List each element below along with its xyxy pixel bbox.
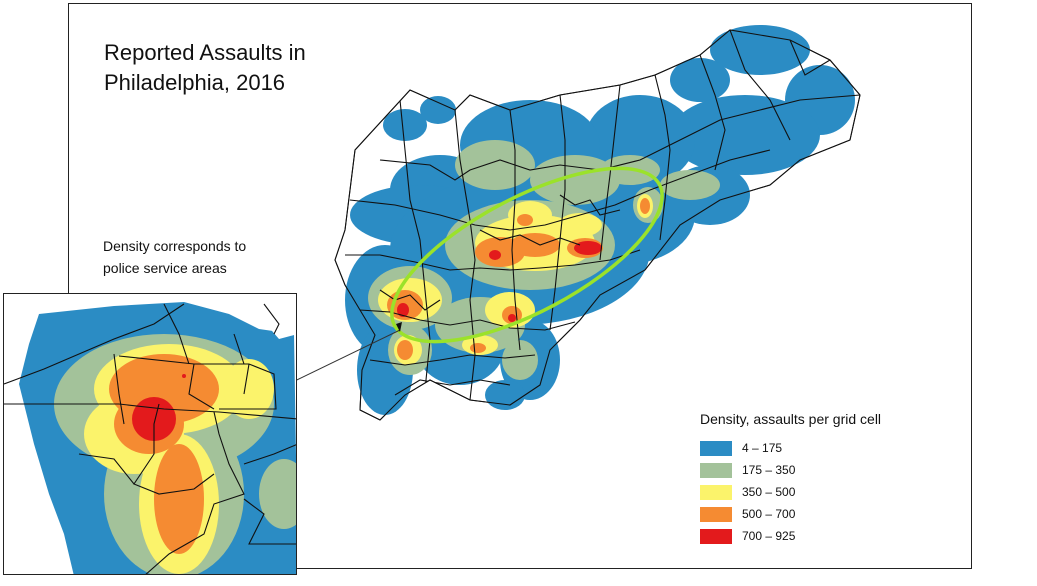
legend-label: 4 – 175 (742, 441, 783, 455)
legend-swatch (700, 440, 732, 456)
legend-item: 350 – 500 (700, 481, 881, 503)
inset-note: Density corresponds to police service ar… (103, 235, 323, 279)
legend-item: 500 – 700 (700, 503, 881, 525)
legend-swatch (700, 528, 732, 544)
legend-label: 350 – 500 (742, 485, 796, 499)
legend-item: 175 – 350 (700, 459, 881, 481)
legend-item: 4 – 175 (700, 437, 881, 459)
legend-label: 500 – 700 (742, 507, 796, 521)
map-title-line1: Reported Assaults in (104, 40, 306, 65)
inset-density-map (4, 294, 296, 574)
inset-note-line1: Density corresponds to (103, 238, 247, 254)
inset-zoom-map (3, 293, 297, 575)
map-title: Reported Assaults in Philadelphia, 2016 (104, 38, 404, 98)
legend-swatch (700, 484, 732, 500)
inset-boundaries (4, 303, 296, 574)
legend-swatch (700, 462, 732, 478)
inset-white-gap (234, 294, 296, 339)
legend-item: 700 – 925 (700, 525, 881, 547)
inset-pointer-marker (396, 322, 402, 332)
map-title-line2: Philadelphia, 2016 (104, 70, 286, 95)
legend-swatch (700, 506, 732, 522)
highlight-corridor-ellipse (390, 166, 664, 344)
inset-class-5 (132, 374, 186, 441)
legend: Density, assaults per grid cell 4 – 175 … (700, 411, 881, 547)
density-class-5 (397, 241, 602, 322)
legend-label: 700 – 925 (742, 529, 796, 543)
inset-note-line2: police service areas (103, 260, 227, 276)
legend-title: Density, assaults per grid cell (700, 411, 882, 427)
legend-label: 175 – 350 (742, 463, 796, 477)
police-service-area-boundaries (345, 30, 860, 401)
